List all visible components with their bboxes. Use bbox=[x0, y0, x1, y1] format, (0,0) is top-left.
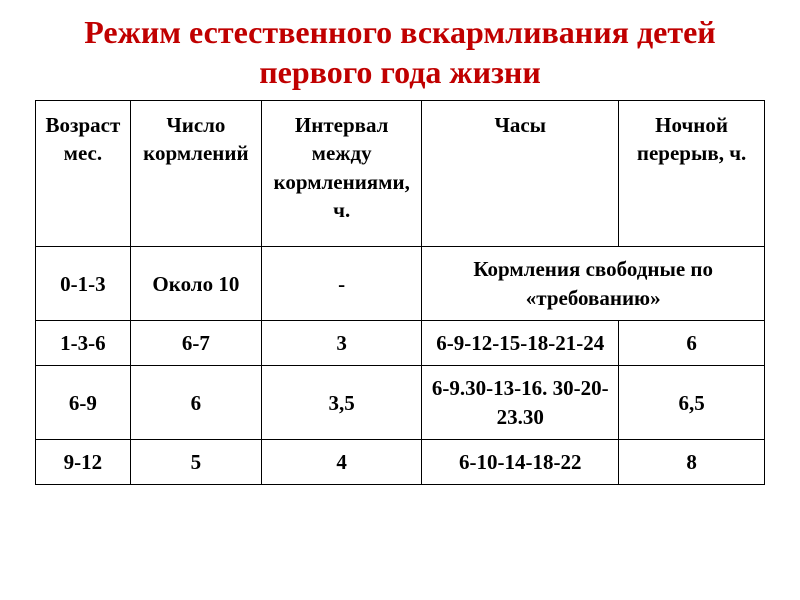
table-row: 0-1-3 Около 10 - Кормления свободные по … bbox=[36, 247, 765, 321]
cell-feedings: 6-7 bbox=[130, 321, 261, 366]
col-header-age: Возраст мес. bbox=[36, 101, 131, 247]
cell-interval: - bbox=[261, 247, 421, 321]
cell-feedings: 6 bbox=[130, 366, 261, 440]
cell-feedings: Около 10 bbox=[130, 247, 261, 321]
cell-interval: 3,5 bbox=[261, 366, 421, 440]
cell-hours: 6-10-14-18-22 bbox=[422, 440, 619, 485]
table-row: 6-9 6 3,5 6-9.30-13-16. 30-20-23.30 6,5 bbox=[36, 366, 765, 440]
col-header-feedings: Число кормлений bbox=[130, 101, 261, 247]
cell-interval: 3 bbox=[261, 321, 421, 366]
cell-hours: 6-9-12-15-18-21-24 bbox=[422, 321, 619, 366]
cell-night-break: 8 bbox=[619, 440, 765, 485]
col-header-hours: Часы bbox=[422, 101, 619, 247]
page-title: Режим естественного вскармливания детей … bbox=[35, 12, 765, 92]
table-row: 1-3-6 6-7 3 6-9-12-15-18-21-24 6 bbox=[36, 321, 765, 366]
col-header-night-break: Ночной перерыв, ч. bbox=[619, 101, 765, 247]
cell-hours-merged: Кормления свободные по «требованию» bbox=[422, 247, 765, 321]
cell-age: 6-9 bbox=[36, 366, 131, 440]
cell-feedings: 5 bbox=[130, 440, 261, 485]
cell-night-break: 6,5 bbox=[619, 366, 765, 440]
cell-age: 1-3-6 bbox=[36, 321, 131, 366]
cell-age: 0-1-3 bbox=[36, 247, 131, 321]
cell-hours: 6-9.30-13-16. 30-20-23.30 bbox=[422, 366, 619, 440]
table-header-row: Возраст мес. Число кормлений Интервал ме… bbox=[36, 101, 765, 247]
cell-night-break: 6 bbox=[619, 321, 765, 366]
col-header-interval: Интервал между кормлениями, ч. bbox=[261, 101, 421, 247]
cell-age: 9-12 bbox=[36, 440, 131, 485]
table-row: 9-12 5 4 6-10-14-18-22 8 bbox=[36, 440, 765, 485]
feeding-schedule-table: Возраст мес. Число кормлений Интервал ме… bbox=[35, 100, 765, 485]
cell-interval: 4 bbox=[261, 440, 421, 485]
